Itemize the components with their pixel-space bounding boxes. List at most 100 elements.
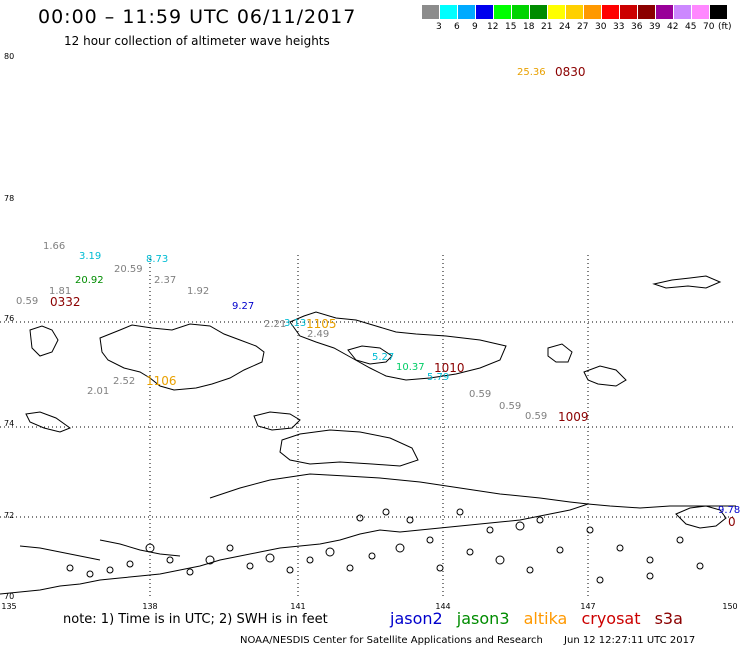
legend-tick-label: 3 (436, 22, 442, 32)
pass-time-label: 0830 (555, 65, 586, 79)
legend-swatch (530, 5, 547, 19)
legend-swatch (566, 5, 583, 19)
satellite-jason3-label: jason3 (456, 609, 510, 628)
legend-tick-label: 33 (613, 22, 625, 32)
legend-tick-label: 12 (487, 22, 499, 32)
legend-swatch (710, 5, 727, 19)
wave-height-value: 1.81 (49, 286, 72, 297)
legend-tick-label: 18 (523, 22, 535, 32)
wave-height-value: 20.59 (114, 264, 143, 275)
map-title: 00:00 – 11:59 UTC 06/11/2017 (38, 6, 357, 28)
latitude-label: 78 (4, 194, 15, 203)
legend-tick-label: 24 (559, 22, 571, 32)
pass-time-label: 0332 (50, 295, 81, 309)
legend-tick-label: 6 (454, 22, 460, 32)
pass-time-label: 0 (728, 515, 736, 529)
legend-tick-label: 30 (595, 22, 607, 32)
wave-height-value: 5.79 (427, 372, 450, 383)
longitude-label: 138 (142, 602, 158, 611)
wave-height-value: 8.73 (146, 254, 169, 265)
source-credit: NOAA/NESDIS Center for Satellite Applica… (240, 635, 543, 646)
legend-tick-label: 27 (577, 22, 589, 32)
legend-tick-label: 45 (685, 22, 697, 32)
wave-height-value: 9.78 (718, 505, 740, 516)
latitude-label: 74 (4, 419, 15, 428)
wave-height-value: 2.21 (264, 319, 287, 330)
siberian-coast (209, 473, 736, 509)
coastlines (0, 275, 736, 595)
legend-swatch (692, 5, 709, 19)
latitude-label: 72 (4, 511, 15, 520)
wave-height-value: 5.27 (372, 352, 395, 363)
legend-swatch (638, 5, 655, 19)
siberian-coast-lower (0, 503, 589, 595)
generated-timestamp: Jun 12 12:27:11 UTC 2017 (564, 635, 696, 646)
latitude-label: 80 (4, 52, 15, 61)
legend-swatch (440, 5, 457, 19)
pass-time-label: 1105 (306, 317, 337, 331)
east-cape (675, 505, 727, 529)
wave-height-value: 25.36 (517, 67, 546, 78)
legend-swatch (548, 5, 565, 19)
legend-swatch (458, 5, 475, 19)
legend-swatch (602, 5, 619, 19)
wave-height-value: 0.59 (469, 389, 492, 400)
wave-height-value: 2.37 (154, 275, 177, 286)
longitude-label: 141 (290, 602, 306, 611)
longitude-label: 150 (722, 602, 738, 611)
legend-tick-label: 42 (667, 22, 679, 32)
wave-height-value: 3.19 (79, 251, 102, 262)
new-siberian-island-west (99, 323, 265, 391)
wave-height-value: 0.59 (525, 411, 548, 422)
legend-tick-label: 39 (649, 22, 661, 32)
wave-height-value: 3.13 (284, 318, 307, 329)
legend-tick-label: 70 (703, 22, 715, 32)
pass-time-label: 1010 (434, 361, 465, 375)
legend-unit-label: (ft) (718, 22, 732, 32)
legend-tick-label: 21 (541, 22, 553, 32)
latitude-label: 76 (4, 314, 15, 323)
delta-channel-2 (19, 545, 101, 561)
wave-height-value: 1.92 (187, 286, 210, 297)
wave-height-value: 2.49 (307, 329, 330, 340)
legend-tick-label: 36 (631, 22, 643, 32)
legend-swatch (656, 5, 673, 19)
coastal-lakes (66, 508, 704, 584)
graticule (0, 255, 736, 598)
legend-swatch (476, 5, 493, 19)
wave-height-value: 0.59 (16, 296, 39, 307)
longitude-label: 147 (580, 602, 596, 611)
bennett-island (29, 325, 59, 357)
longitude-label: 144 (435, 602, 451, 611)
islet-east-2 (583, 365, 627, 387)
footer-credit: NOAA/NESDIS Center for Satellite Applica… (240, 635, 713, 646)
small-island-west (25, 411, 72, 433)
lyakhovsky-gulf-island (279, 429, 419, 467)
wave-height-value: 2.01 (87, 386, 110, 397)
islet-central (253, 411, 301, 431)
wave-height-value: 0.59 (499, 401, 522, 412)
longitude-label: 135 (1, 602, 17, 611)
lyakhovsky-island (347, 345, 393, 365)
pass-time-label: 1106 (146, 374, 177, 388)
legend-swatch (494, 5, 511, 19)
wave-height-value: 9.27 (232, 301, 255, 312)
kotelny-island-east (289, 311, 507, 381)
legend-swatch (584, 5, 601, 19)
islet-north-east (652, 275, 722, 289)
legend-swatch (512, 5, 529, 19)
satellite-cryosat-label: cryosat (581, 609, 641, 628)
wave-height-value: 20.92 (75, 275, 104, 286)
satellite-altika-label: altika (523, 609, 568, 628)
delta-channel-1 (99, 539, 181, 557)
legend-swatch (620, 5, 637, 19)
wave-height-value: 10.37 (396, 362, 425, 373)
legend-tick-label: 15 (505, 22, 517, 32)
wave-height-value: 2.52 (113, 376, 136, 387)
latitude-label: 70 (4, 592, 15, 601)
islet-east-1 (547, 343, 573, 363)
legend-swatch (674, 5, 691, 19)
legend-tick-label: 9 (472, 22, 478, 32)
legend-swatch (422, 5, 439, 19)
